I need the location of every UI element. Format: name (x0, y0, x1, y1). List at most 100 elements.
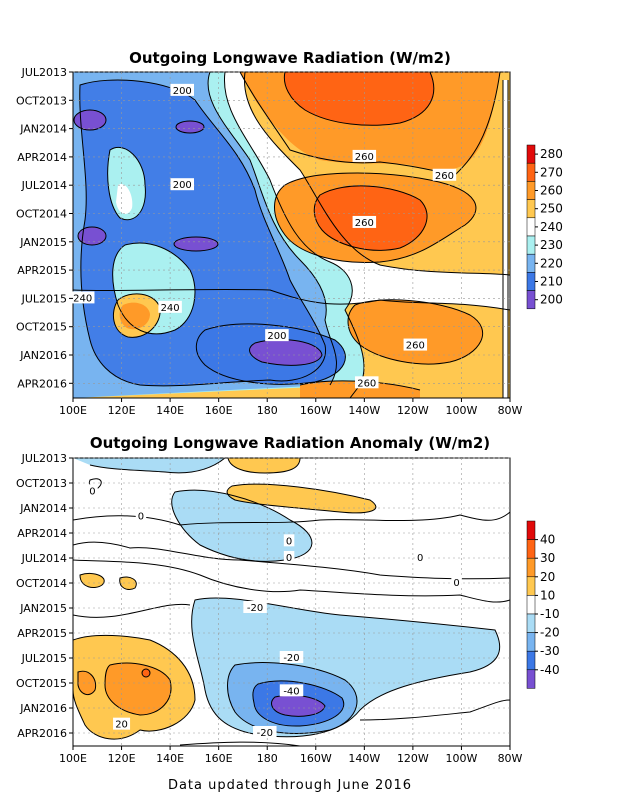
colorbar-swatch (526, 217, 536, 237)
x-tick-label: 100W (446, 752, 478, 765)
contour-label-bg (352, 215, 377, 228)
contour-label: -20 (257, 728, 273, 739)
contour-label: 0 (286, 553, 292, 564)
chart2-pos-a (227, 484, 376, 513)
contour-label: 200 (173, 180, 192, 191)
contour-label-bg (451, 576, 462, 588)
chart1-title: Outgoing Longwave Radiation (W/m2) (129, 49, 451, 67)
contour-label-bg (279, 651, 304, 663)
contour-label: 0 (417, 553, 423, 564)
y-tick-label: JUL2013 (21, 66, 67, 79)
chart2-y-axis: JUL2013 OCT2013 JAN2014 APR2014 JUL2014 OCT20… (16, 452, 73, 740)
contour-label: 260 (355, 218, 374, 229)
y-tick-label: OCT2014 (16, 208, 67, 221)
contour-label: 0 (89, 486, 95, 497)
contour-label: 200 (267, 331, 286, 342)
chart2-title: Outgoing Longwave Radiation Anomaly (W/m… (90, 434, 490, 452)
y-tick-label: JAN2016 (19, 702, 67, 715)
chart1-fill-270-north (284, 72, 434, 126)
chart2-neg-e (271, 695, 325, 717)
chart1-y-axis: JUL2013 OCT2013 JAN2014 APR2014 JUL2014 OCT20… (16, 66, 73, 390)
contour-label-bg (158, 300, 182, 313)
colorbar-swatch (526, 650, 536, 671)
chart1-plot-area: 200 260 260 200 260 240 240 200 260 260 (70, 71, 511, 399)
contour-label-bg (253, 726, 277, 738)
x-tick-label: 140E (156, 752, 184, 765)
colorbar-label: -40 (540, 663, 560, 677)
colorbar-label: 240 (540, 220, 563, 234)
x-tick-label: 140W (348, 404, 380, 417)
contour-label: 0 (453, 578, 459, 589)
contour-label-bg (283, 534, 295, 547)
chart1-min-c (78, 227, 106, 245)
chart2-x-axis: 100E 120E 140E 160E 180 160W 140W 120W 100W 80W (59, 746, 523, 765)
chart2-pos-e (105, 663, 171, 715)
x-tick-label: 80W (498, 752, 523, 765)
chart2-pos-top (228, 458, 300, 473)
x-tick-label: 80W (498, 404, 523, 417)
colorbar-label: 250 (540, 202, 563, 216)
contour-label: 240 (161, 303, 180, 314)
chart1-edge-strip (503, 80, 508, 398)
contour-label-bg (170, 83, 194, 96)
contour-label-bg (403, 338, 428, 351)
y-tick-label: OCT2015 (16, 677, 67, 690)
colorbar-label: 220 (540, 256, 563, 270)
contour-label: 20 (115, 720, 128, 731)
chart1-frame (72, 71, 511, 399)
colorbar-swatch (526, 162, 536, 182)
contour-label-bg (87, 484, 98, 497)
chart2-contour-labels: 0 0 0 0 0 0 -20 -20 -40 20 -20 (87, 484, 462, 739)
chart1-colorbar: 280 270 260 250 240 230 220 210 200 (526, 144, 563, 310)
y-tick-label: JUL2015 (21, 292, 67, 305)
chart1-pocket-b (116, 184, 133, 214)
chart1-contour-labels: 200 260 260 200 260 240 240 200 260 260 (70, 83, 457, 389)
chart1-min-a (74, 110, 106, 130)
contour-label: 260 (406, 341, 425, 352)
footer-note: Data updated through June 2016 (168, 778, 412, 793)
x-tick-label: 120E (108, 752, 136, 765)
contour-label-bg (243, 601, 267, 613)
chart2-pos-f (78, 671, 96, 695)
x-tick-label: 180 (257, 404, 278, 417)
chart2-grid (73, 457, 510, 746)
contour-label-bg (432, 168, 457, 181)
y-tick-label: APR2016 (17, 727, 67, 740)
colorbar-label: 210 (540, 275, 563, 289)
contour-label-bg (414, 551, 426, 563)
chart1-min-d (174, 237, 218, 251)
y-tick-label: JAN2016 (19, 349, 67, 362)
x-tick-label: 160E (205, 752, 233, 765)
contour-label-bg (355, 376, 379, 389)
y-tick-label: APR2014 (17, 151, 67, 164)
y-tick-label: JUL2014 (21, 552, 67, 565)
colorbar-swatch (526, 669, 536, 689)
chart2-plot-area: 0 0 0 0 0 0 -20 -20 -40 20 -20 (72, 457, 511, 747)
x-tick-label: 140E (156, 404, 184, 417)
y-tick-label: OCT2014 (16, 577, 67, 590)
contour-label: 260 (435, 171, 454, 182)
contour-label-bg (135, 509, 147, 522)
y-tick-label: JUL2013 (21, 452, 67, 465)
colorbar-label: 200 (540, 293, 563, 307)
x-tick-label: 120W (397, 404, 429, 417)
colorbar-label: 260 (540, 184, 563, 198)
y-tick-label: OCT2015 (16, 321, 67, 334)
contour-label-bg (279, 684, 304, 697)
x-tick-label: 100E (59, 752, 87, 765)
chart2-pos-g (142, 669, 150, 677)
contour-label-bg (265, 329, 289, 342)
colorbar-label: 230 (540, 238, 563, 252)
colorbar-swatch (526, 595, 536, 615)
chart1-min-enso (249, 339, 322, 366)
colorbar-label: 280 (540, 147, 563, 161)
chart2-neg-top (73, 458, 225, 473)
y-tick-label: JAN2014 (19, 502, 67, 515)
contour-label-bg (352, 149, 377, 162)
x-tick-label: 100W (446, 404, 478, 417)
colorbar-label: 30 (540, 551, 555, 565)
y-tick-label: APR2016 (17, 377, 67, 390)
colorbar-swatch (526, 290, 536, 310)
chart1-fill-260-south (348, 299, 483, 365)
